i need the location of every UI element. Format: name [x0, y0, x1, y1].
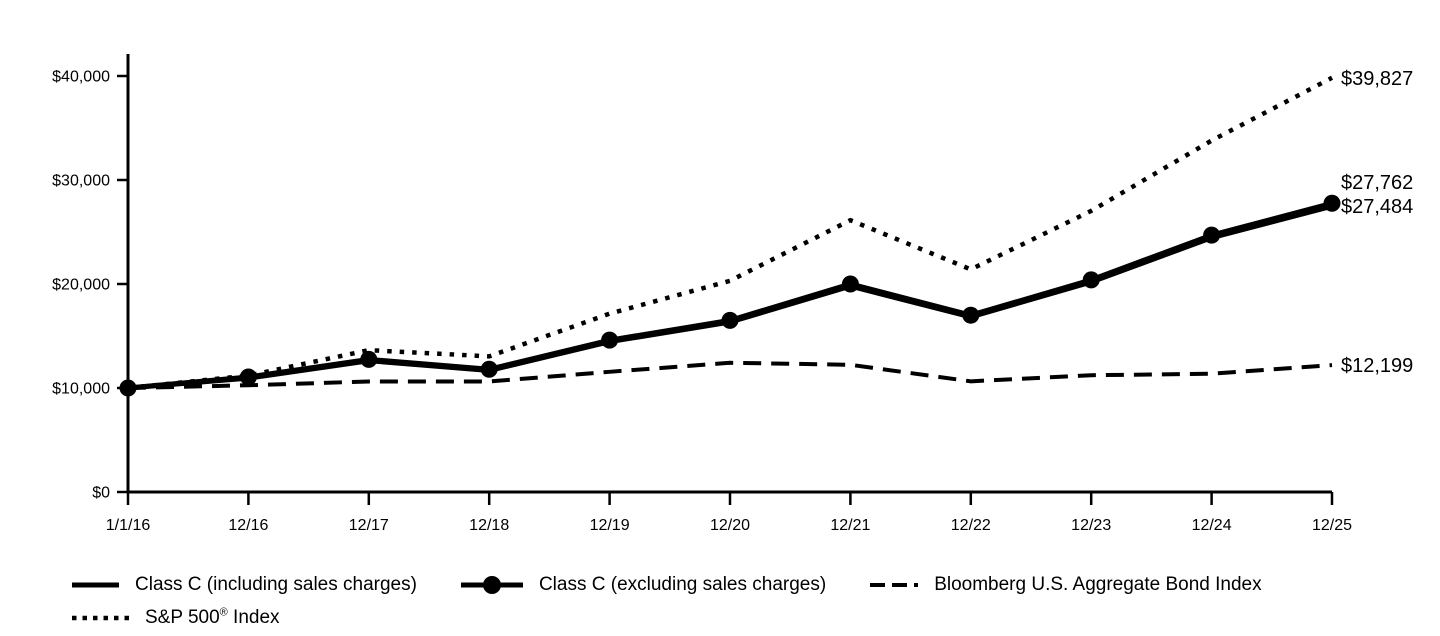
series-line-bloomberg-u-s-aggregate-bond-index	[127, 360, 1333, 390]
x-axis-tick-label: 1/1/16	[106, 517, 151, 534]
legend-item-label: S&P 500® Index	[145, 606, 280, 628]
x-axis-tick-label: 12/23	[1071, 517, 1111, 534]
registered-trademark-symbol: ®	[219, 606, 228, 619]
legend-item-label: Class C (excluding sales charges)	[538, 573, 827, 595]
series-line-class-c-excluding-sales-charges	[127, 200, 1333, 391]
legend-item-class-c-including-sales-charges: Class C (including sales charges)	[72, 573, 417, 597]
legend-swatch-dashed-line-icon	[870, 573, 919, 597]
series-line-class-c-including-sales-charges	[127, 203, 1333, 391]
legend-row: S&P 500® Index	[0, 601, 1440, 634]
legend-swatch-svg	[72, 582, 119, 587]
data-point-marker	[480, 360, 498, 378]
end-value-label-class-c-including-sales-charges: $27,484	[1341, 196, 1413, 218]
data-point-marker	[721, 311, 739, 329]
legend-marker-dot	[482, 575, 501, 594]
legend-swatch-svg	[460, 575, 523, 594]
end-value-label-class-c-excluding-sales-charges: $27,762	[1341, 172, 1413, 194]
legend-item-class-c-excluding-sales-charges: Class C (excluding sales charges)	[460, 573, 827, 597]
x-axis-tick-label: 12/25	[1312, 517, 1352, 534]
y-axis-tick-label: $40,000	[52, 69, 110, 86]
legend-swatch-svg	[72, 615, 129, 620]
data-point-marker	[601, 331, 619, 349]
legend-row: Class C (including sales charges) Class C…	[0, 568, 1440, 601]
x-axis-tick-label: 12/24	[1192, 517, 1232, 534]
x-axis-tick-label: 12/18	[469, 517, 509, 534]
x-axis-tick-label: 12/20	[710, 517, 750, 534]
x-axis-tick-label: 12/17	[349, 517, 389, 534]
x-axis-tick-label: 12/19	[590, 517, 630, 534]
legend-swatch-solid-marker-line-icon	[460, 573, 523, 597]
legend-swatch-dotted-line-icon	[72, 606, 129, 630]
x-axis-tick-label: 12/22	[951, 517, 991, 534]
data-point-marker	[1323, 194, 1341, 212]
series-line-s-p-500-index	[127, 75, 1334, 391]
data-point-marker	[239, 368, 257, 386]
growth-of-10000-chart: $0 $10,000 $20,000 $30,000 $40,000 1/1/16 12/1…	[52, 54, 1413, 534]
line-chart-svg: $0 $10,000 $20,000 $30,000 $40,000 1/1/16 12/1…	[52, 54, 1413, 534]
end-value-label-bloomberg-u-s-aggregate-bond-index: $12,199	[1341, 355, 1413, 377]
y-axis-tick-label: $0	[92, 485, 110, 502]
legend-item-label: Class C (including sales charges)	[135, 573, 417, 595]
data-point-marker	[841, 275, 859, 293]
data-point-marker	[1203, 226, 1221, 244]
chart-legend: Class C (including sales charges) Class C…	[0, 568, 1440, 634]
y-axis-tick-label: $20,000	[52, 277, 110, 294]
x-axis-tick-label: 12/16	[228, 517, 268, 534]
y-axis-tick-label: $10,000	[52, 381, 110, 398]
end-value-label-s-p-500-index: $39,827	[1341, 68, 1413, 90]
data-point-marker	[119, 379, 137, 397]
y-axis-tick-label: $30,000	[52, 173, 110, 190]
data-point-marker	[360, 350, 378, 368]
legend-item-label: Bloomberg U.S. Aggregate Bond Index	[934, 573, 1262, 595]
data-point-marker	[962, 306, 980, 324]
legend-item-s-p-500-index: S&P 500® Index	[72, 606, 280, 630]
legend-swatch-svg	[870, 582, 919, 587]
x-axis-tick-label: 12/21	[830, 517, 870, 534]
legend-swatch-solid-line-icon	[72, 573, 119, 597]
legend-item-bloomberg-u-s-aggregate-bond-index: Bloomberg U.S. Aggregate Bond Index	[870, 573, 1262, 597]
data-point-marker	[1082, 271, 1100, 289]
